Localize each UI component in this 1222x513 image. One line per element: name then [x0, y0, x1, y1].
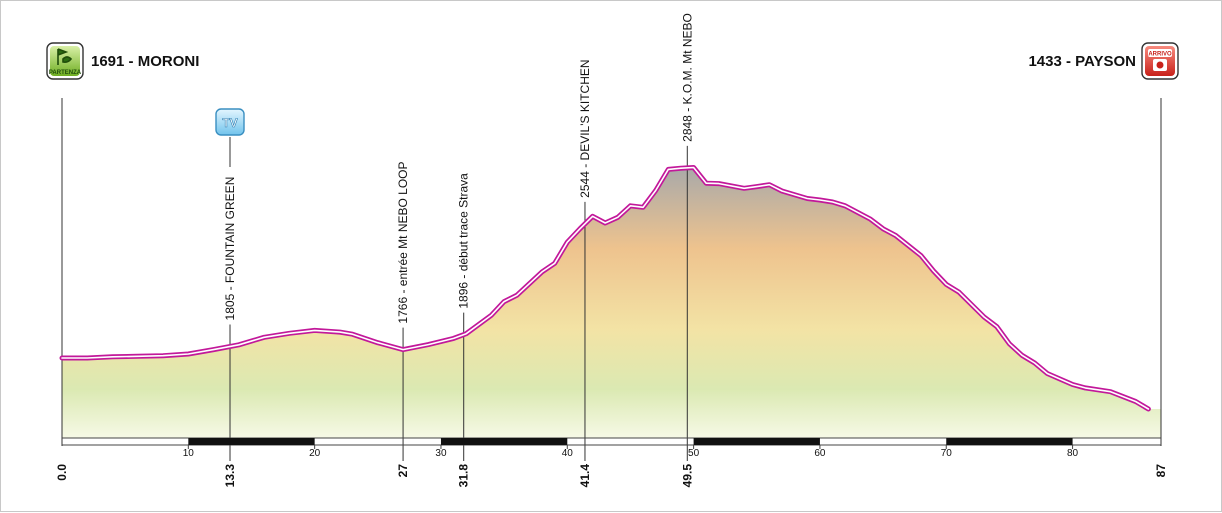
- start-location-label: 1691 - MORONI: [91, 53, 199, 70]
- waypoint-km-label: 0.0: [55, 464, 69, 481]
- distance-scale-bar: [62, 437, 1161, 446]
- waypoint-label: 2848 - K.O.M. Mt NEBO: [680, 13, 694, 142]
- finish-arrivo-icon: ARRIVO: [1141, 42, 1179, 80]
- x-tick-label: 80: [1067, 448, 1079, 459]
- waypoint-km-labels: 0.0 13.3 27 31.8 41.4 49.5 87: [55, 464, 1168, 488]
- tv-icon: TV: [215, 108, 245, 136]
- waypoint-km-label: 13.3: [223, 464, 237, 488]
- x-tick-label: 70: [941, 448, 953, 459]
- scale-bar-segment: [188, 438, 315, 445]
- elevation-profile-line-highlight: [61, 166, 1150, 410]
- waypoint-km-label: 41.4: [578, 464, 592, 488]
- finish-location-label: 1433 - PAYSON: [1028, 53, 1136, 70]
- scale-bar-segment: [440, 438, 568, 445]
- elevation-area: [62, 167, 1161, 438]
- waypoint-label: 1896 - début trace Strava: [457, 173, 471, 309]
- waypoint-label: 2544 - DEVIL'S KITCHEN: [578, 59, 592, 197]
- x-tick-label: 60: [814, 448, 826, 459]
- x-tick-label: 10: [183, 448, 195, 459]
- waypoint-km-label: 49.5: [680, 464, 694, 488]
- start-flag-icon: PARTENZA: [46, 42, 84, 80]
- waypoint-label: 1805 - FOUNTAIN GREEN: [223, 177, 237, 321]
- waypoint-km-label: 87: [1154, 464, 1168, 478]
- scale-bar-segment: [946, 438, 1073, 445]
- svg-text:ARRIVO: ARRIVO: [1148, 52, 1172, 58]
- x-tick-label: 20: [309, 448, 321, 459]
- waypoint-km-label: 27: [396, 464, 410, 478]
- distance-tick-labels: 10 20 30 40 50 60 70 80: [183, 445, 1079, 459]
- waypoint-label: 1766 - entrée Mt NEBO LOOP: [396, 161, 410, 323]
- x-tick-label: 40: [562, 448, 574, 459]
- x-tick-label: 50: [688, 448, 700, 459]
- scale-bar-segment: [693, 438, 820, 445]
- waypoint-km-label: 31.8: [457, 464, 471, 488]
- waypoint-markers: 1805 - FOUNTAIN GREEN 1766 - entrée Mt NE…: [223, 13, 694, 461]
- x-tick-label: 30: [435, 448, 447, 459]
- svg-text:TV: TV: [222, 116, 237, 130]
- svg-text:PARTENZA: PARTENZA: [49, 70, 82, 76]
